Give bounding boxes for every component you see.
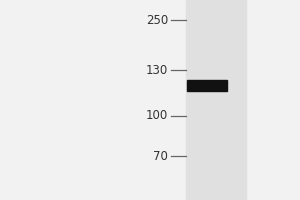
Bar <box>186 0 246 200</box>
Text: 130: 130 <box>146 64 168 76</box>
Bar <box>187 80 226 91</box>
Text: 70: 70 <box>153 150 168 162</box>
Text: 100: 100 <box>146 109 168 122</box>
Text: 250: 250 <box>146 14 168 26</box>
